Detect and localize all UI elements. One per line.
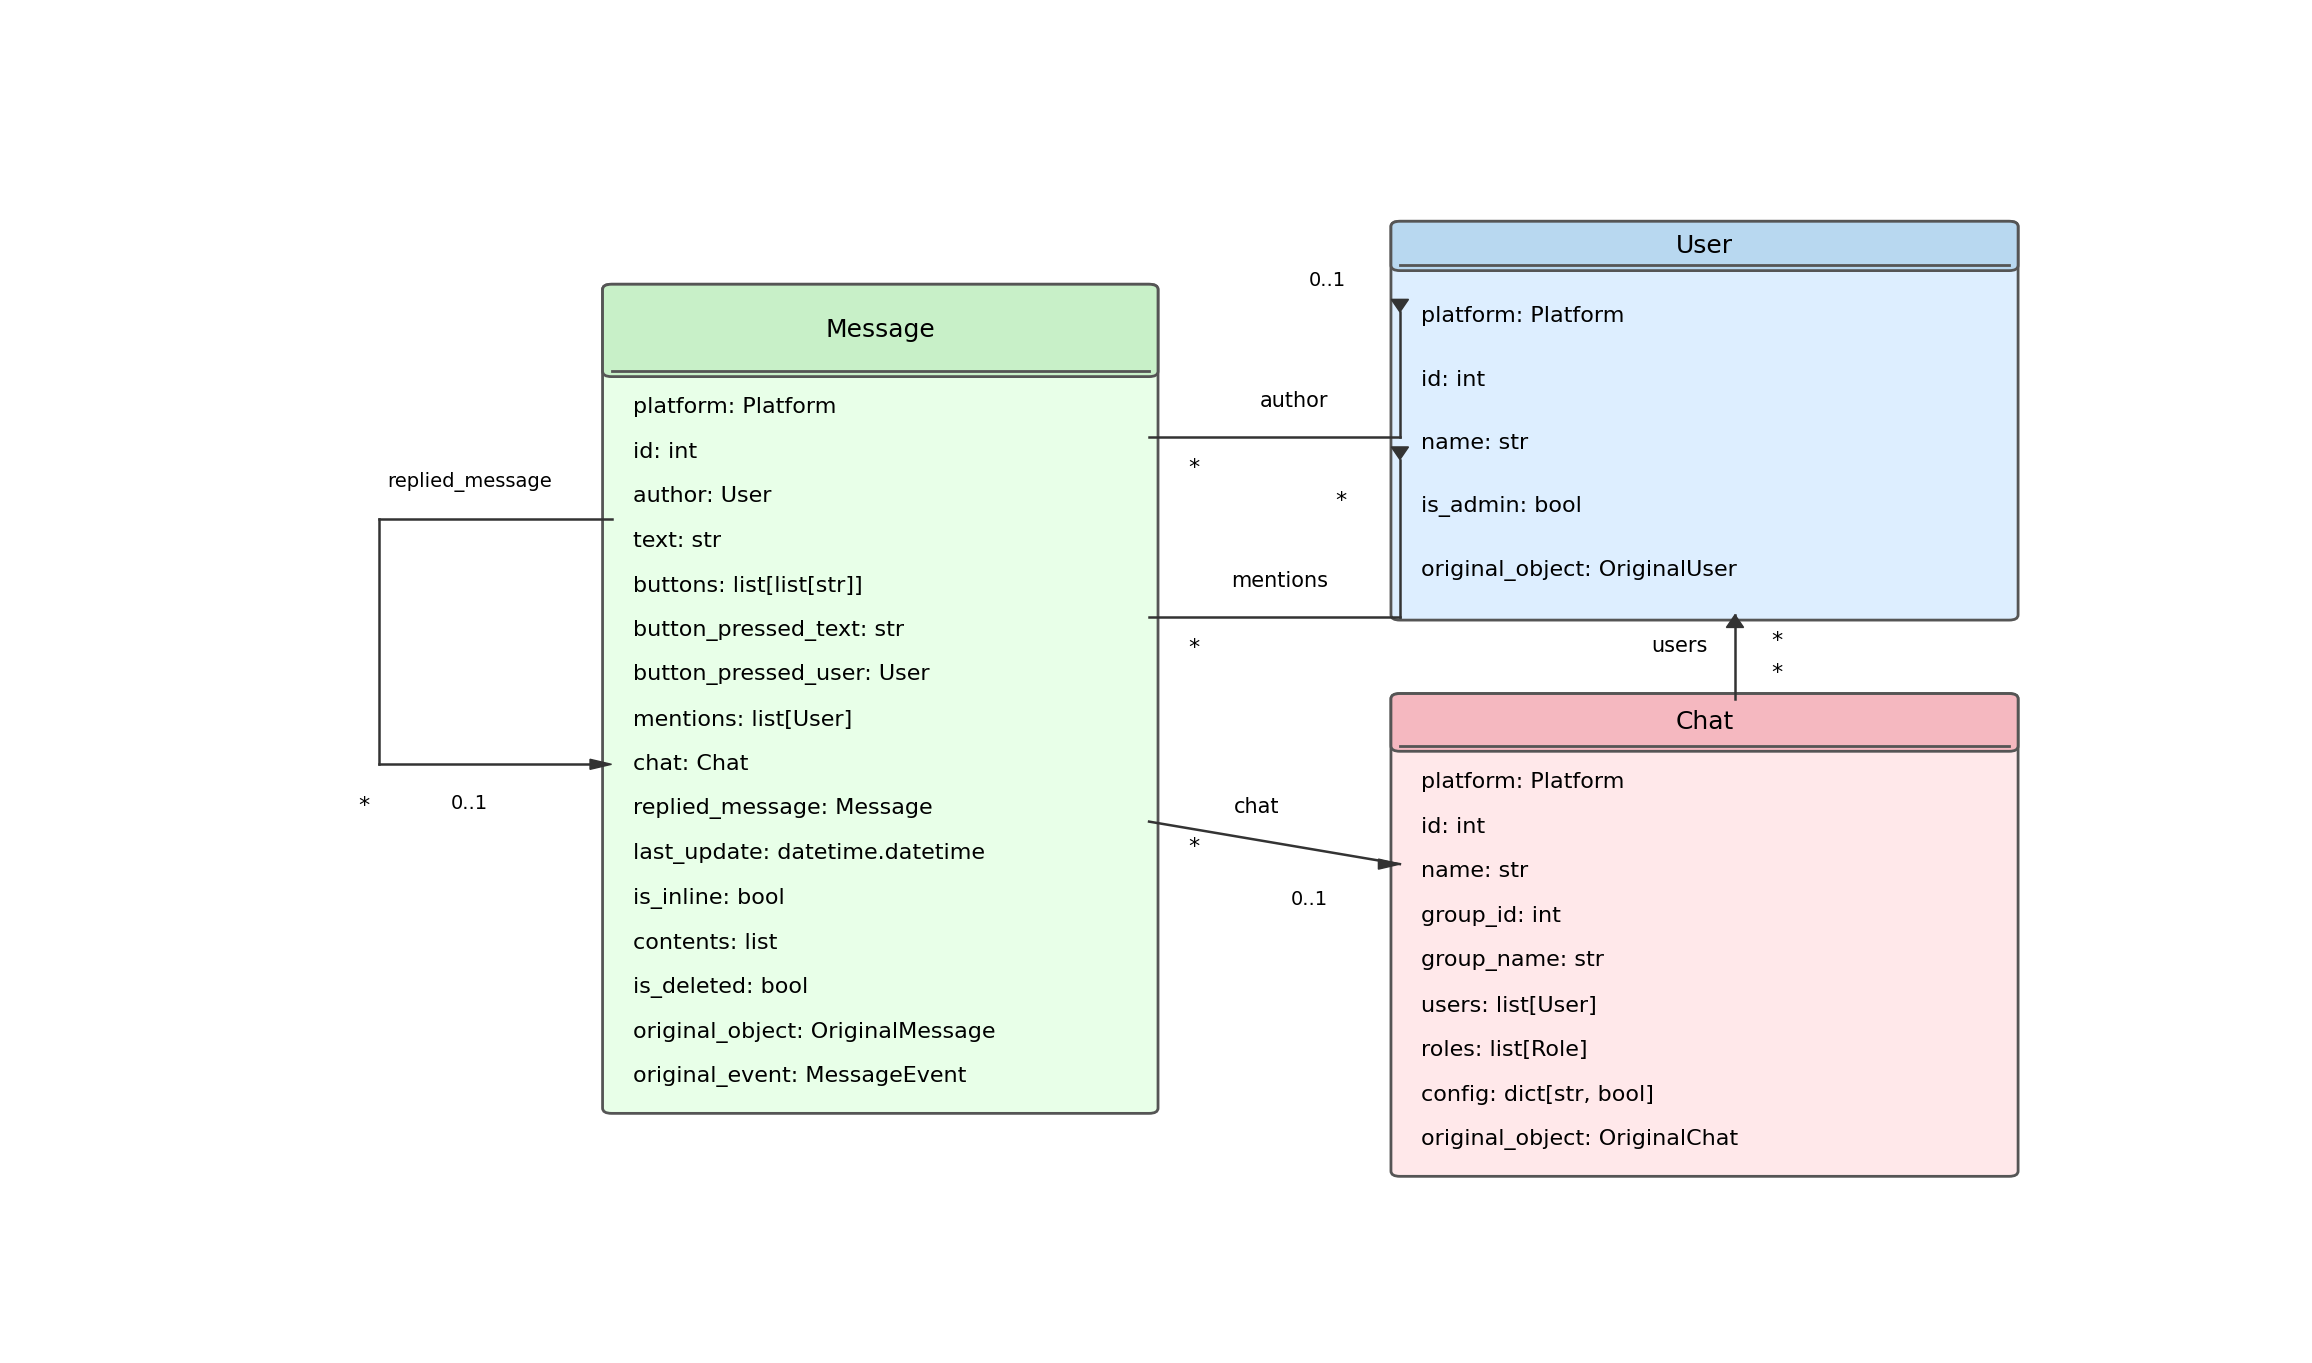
FancyBboxPatch shape [1392, 221, 2018, 271]
Text: id: int: id: int [1422, 816, 1487, 837]
Text: roles: list[Role]: roles: list[Role] [1422, 1040, 1588, 1060]
Text: original_object: OriginalChat: original_object: OriginalChat [1422, 1130, 1739, 1150]
Text: platform: Platform: platform: Platform [1422, 771, 1625, 792]
Text: original_event: MessageEvent: original_event: MessageEvent [633, 1066, 966, 1088]
Text: button_pressed_user: User: button_pressed_user: User [633, 665, 929, 686]
Text: original_object: OriginalMessage: original_object: OriginalMessage [633, 1022, 996, 1043]
FancyBboxPatch shape [603, 285, 1158, 1114]
Text: *: * [1188, 837, 1200, 857]
Text: button_pressed_text: str: button_pressed_text: str [633, 620, 904, 641]
Text: Message: Message [825, 319, 934, 342]
Text: 0..1: 0..1 [451, 793, 488, 812]
Polygon shape [590, 759, 610, 769]
Text: users: users [1651, 637, 1709, 657]
Text: original_object: OriginalUser: original_object: OriginalUser [1422, 560, 1736, 581]
Text: text: str: text: str [633, 532, 721, 551]
Polygon shape [1727, 615, 1743, 627]
Text: replied_message: Message: replied_message: Message [633, 799, 932, 819]
Text: *: * [1334, 491, 1346, 511]
Text: group_name: str: group_name: str [1422, 951, 1605, 970]
Text: id: int: id: int [1422, 369, 1487, 390]
Text: is_admin: bool: is_admin: bool [1422, 496, 1581, 518]
Polygon shape [1392, 447, 1408, 459]
Text: platform: Platform: platform: Platform [633, 397, 837, 417]
Polygon shape [1392, 300, 1408, 312]
Text: 0..1: 0..1 [1309, 271, 1346, 290]
Text: name: str: name: str [1422, 861, 1528, 882]
Text: config: dict[str, bool]: config: dict[str, bool] [1422, 1085, 1655, 1105]
Text: User: User [1676, 234, 1734, 258]
Text: name: str: name: str [1422, 433, 1528, 454]
Text: mentions: mentions [1232, 571, 1329, 590]
Text: group_id: int: group_id: int [1422, 905, 1561, 927]
Text: users: list[User]: users: list[User] [1422, 995, 1598, 1015]
Text: last_update: datetime.datetime: last_update: datetime.datetime [633, 844, 985, 864]
Text: 0..1: 0..1 [1290, 890, 1329, 909]
Text: buttons: list[list[str]]: buttons: list[list[str]] [633, 575, 862, 596]
Text: *: * [1188, 458, 1200, 478]
Text: *: * [358, 796, 370, 816]
FancyBboxPatch shape [1392, 694, 2018, 751]
Text: replied_message: replied_message [388, 473, 553, 492]
Text: mentions: list[User]: mentions: list[User] [633, 710, 853, 729]
Polygon shape [1378, 859, 1401, 870]
Text: is_inline: bool: is_inline: bool [633, 887, 784, 909]
Text: chat: chat [1235, 796, 1279, 816]
Text: chat: Chat: chat: Chat [633, 754, 749, 774]
Text: *: * [1771, 631, 1783, 650]
Text: author: author [1260, 391, 1329, 410]
FancyBboxPatch shape [1392, 694, 2018, 1176]
FancyBboxPatch shape [603, 285, 1158, 376]
Text: platform: Platform: platform: Platform [1422, 307, 1625, 326]
Text: *: * [1188, 638, 1200, 658]
Text: *: * [1771, 662, 1783, 683]
Text: author: User: author: User [633, 487, 772, 507]
Text: is_deleted: bool: is_deleted: bool [633, 977, 809, 998]
FancyBboxPatch shape [1392, 221, 2018, 620]
Text: contents: list: contents: list [633, 932, 777, 953]
Text: Chat: Chat [1676, 710, 1734, 735]
Text: id: int: id: int [633, 442, 698, 462]
